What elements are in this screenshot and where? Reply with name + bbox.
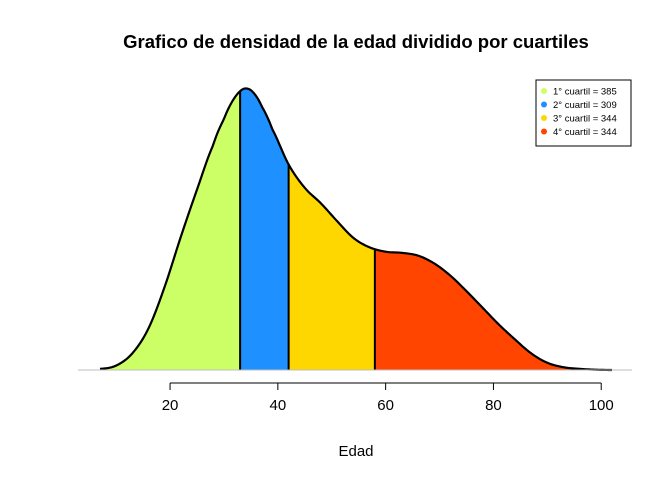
x-tick-label-40: 40 <box>270 397 287 414</box>
x-tick-label-80: 80 <box>485 397 502 414</box>
quartile-area-2 <box>240 88 289 370</box>
x-axis: 20 40 60 80 100 <box>162 382 614 414</box>
legend-box <box>535 79 632 147</box>
legend-swatch-3 <box>541 115 547 121</box>
quartile-areas <box>100 88 612 370</box>
legend-entry-4: 4° cuartil = 344 <box>553 127 617 138</box>
quartile-area-4 <box>374 249 612 370</box>
legend-entry-2: 2° cuartil = 309 <box>553 100 617 111</box>
legend-swatch-2 <box>541 101 547 108</box>
x-tick-label-60: 60 <box>377 397 394 414</box>
legend-swatch-1 <box>541 88 547 94</box>
x-tick-label-100: 100 <box>589 397 614 414</box>
quartile-dividers <box>239 91 376 370</box>
legend-entry-3: 3° cuartil = 344 <box>553 113 617 124</box>
legend-entry-1: 1° cuartil = 385 <box>553 86 617 97</box>
quartile-area-1 <box>100 91 241 370</box>
x-axis-label: Edad <box>338 443 373 460</box>
quartile-area-3 <box>288 164 375 370</box>
density-curve <box>99 87 613 372</box>
chart-title: Grafico de densidad de la edad dividido … <box>123 31 589 52</box>
x-tick-label-20: 20 <box>162 397 179 414</box>
legend: 1° cuartil = 385 2° cuartil = 309 3° cuart… <box>535 79 632 147</box>
legend-swatch-4 <box>541 128 547 135</box>
